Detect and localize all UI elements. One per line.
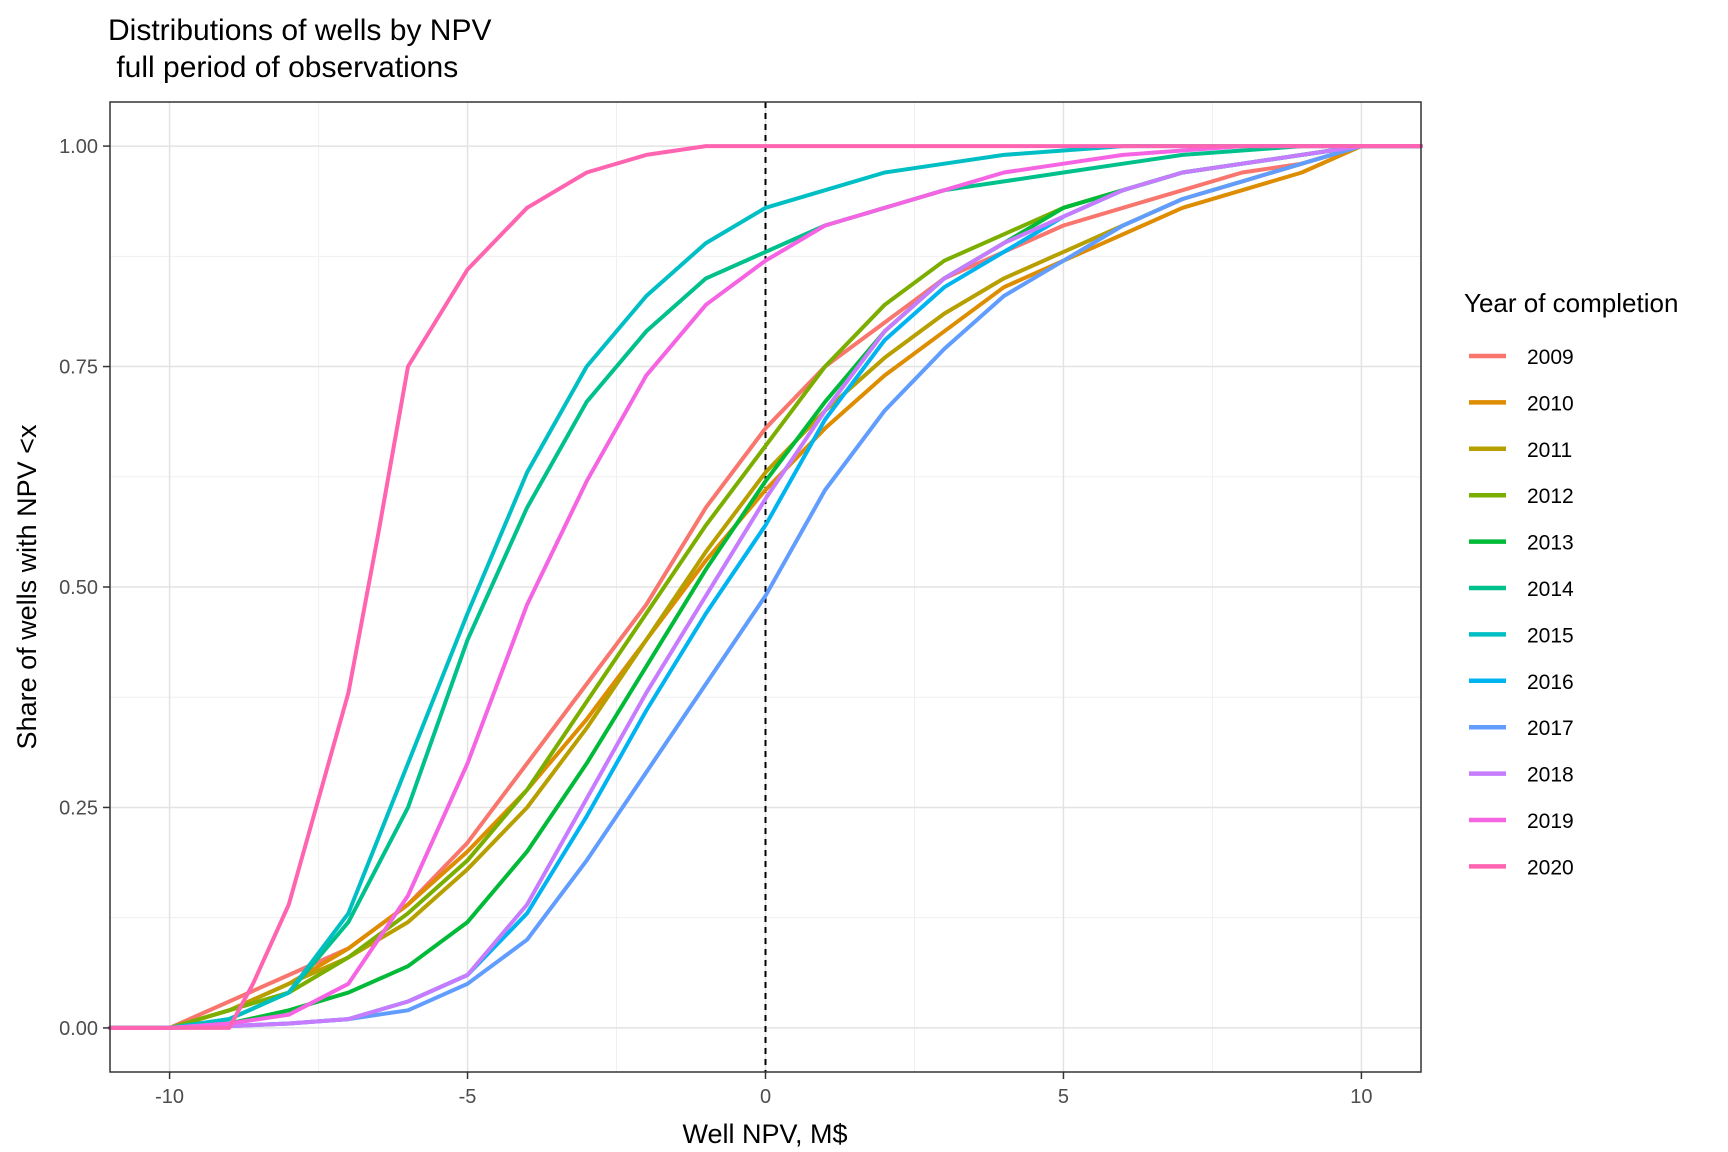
legend-label-2016: 2016 xyxy=(1527,671,1574,694)
x-tick-label: -10 xyxy=(155,1086,184,1108)
x-tick-label: 5 xyxy=(1058,1086,1069,1108)
y-tick-label: 1.00 xyxy=(59,136,98,158)
legend-label-2013: 2013 xyxy=(1527,532,1574,555)
x-axis: -10 -5 0 5 10 xyxy=(155,1072,1373,1108)
legend-label-2012: 2012 xyxy=(1527,485,1574,508)
y-tick-label: 0.50 xyxy=(59,577,98,599)
y-axis-title: Share of wells with NPV <x xyxy=(12,424,42,749)
y-tick-label: 0.75 xyxy=(59,357,98,379)
legend-label-2020: 2020 xyxy=(1527,856,1574,879)
legend-title: Year of completion xyxy=(1464,288,1678,318)
legend-label-2018: 2018 xyxy=(1527,764,1574,787)
legend: Year of completion 2009 2010 2011 2012 2013 2… xyxy=(1464,288,1678,879)
legend-label-2017: 2017 xyxy=(1527,717,1574,740)
series-line-2014 xyxy=(108,144,1423,1030)
y-tick-label: 0.25 xyxy=(59,797,98,819)
legend-label-2015: 2015 xyxy=(1527,624,1574,647)
chart-subtitle: full period of observations xyxy=(108,51,458,84)
x-tick-label: -5 xyxy=(459,1086,477,1108)
y-axis: 0.00 0.25 0.50 0.75 1.00 xyxy=(59,136,110,1040)
series-line-2010 xyxy=(108,144,1423,1030)
legend-label-2011: 2011 xyxy=(1527,439,1572,462)
chart-title: Distributions of wells by NPV xyxy=(108,14,491,47)
series-line-2018 xyxy=(108,144,1423,1030)
series-line-2019 xyxy=(108,144,1423,1030)
series-line-2020 xyxy=(108,144,1423,1030)
legend-label-2009: 2009 xyxy=(1527,346,1574,369)
series-line-2009 xyxy=(108,144,1423,1030)
x-axis-title: Well NPV, M$ xyxy=(682,1119,847,1149)
series-lines xyxy=(108,144,1423,1030)
legend-label-2014: 2014 xyxy=(1527,578,1574,601)
x-tick-label: 0 xyxy=(760,1086,771,1108)
legend-label-2019: 2019 xyxy=(1527,810,1574,833)
y-tick-label: 0.00 xyxy=(59,1018,98,1040)
legend-label-2010: 2010 xyxy=(1527,392,1574,415)
x-tick-label: 10 xyxy=(1350,1086,1372,1108)
